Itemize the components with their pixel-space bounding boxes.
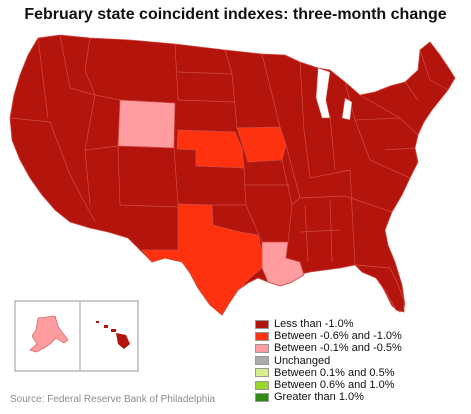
legend-swatch: [255, 392, 269, 402]
legend-label: Less than -1.0%: [274, 318, 354, 331]
state-hawaii: [96, 321, 130, 349]
state-louisiana: [261, 241, 305, 287]
state-florida: [353, 264, 405, 313]
legend-swatch: [255, 368, 269, 378]
legend-label: Unchanged: [274, 354, 331, 367]
legend-swatch: [255, 331, 269, 341]
legend-label: Between -0.6% and -1.0%: [274, 330, 402, 343]
legend-swatch: [255, 380, 269, 390]
great-lakes: [315, 67, 331, 119]
legend-item-greater-than-1: Greater than 1.0%: [255, 391, 402, 403]
state-borders: [9, 34, 449, 269]
legend-label: Between 0.1% and 0.5%: [274, 366, 395, 379]
legend-swatch: [255, 319, 269, 329]
legend-item-pos01-05: Between 0.1% and 0.5%: [255, 367, 402, 379]
legend-item-unchanged: Unchanged: [255, 355, 402, 367]
state-alaska: [29, 315, 69, 353]
lake-michigan-east: [341, 97, 353, 121]
legend-item-neg06-neg1: Between -0.6% and -1.0%: [255, 330, 402, 342]
legend-swatch: [255, 343, 269, 353]
legend-item-neg01-neg05: Between -0.1% and -0.5%: [255, 342, 402, 354]
legend-label: Between -0.1% and -0.5%: [274, 342, 402, 355]
state-wyoming: [117, 99, 176, 149]
hawaii-inset-frame: [79, 300, 139, 372]
legend-item-less-than-neg1: Less than -1.0%: [255, 318, 402, 330]
legend-item-pos06-10: Between 0.6% and 1.0%: [255, 379, 402, 391]
map-title: February state coincident indexes: three…: [24, 6, 447, 23]
legend-label: Greater than 1.0%: [274, 391, 364, 404]
legend: Less than -1.0% Between -0.6% and -1.0% …: [255, 318, 402, 403]
legend-label: Between 0.6% and 1.0%: [274, 379, 395, 392]
legend-swatch: [255, 356, 269, 366]
state-texas: [141, 203, 263, 316]
source-note: Source: Federal Reserve Bank of Philadel…: [10, 394, 216, 405]
state-nebraska: [176, 129, 245, 169]
